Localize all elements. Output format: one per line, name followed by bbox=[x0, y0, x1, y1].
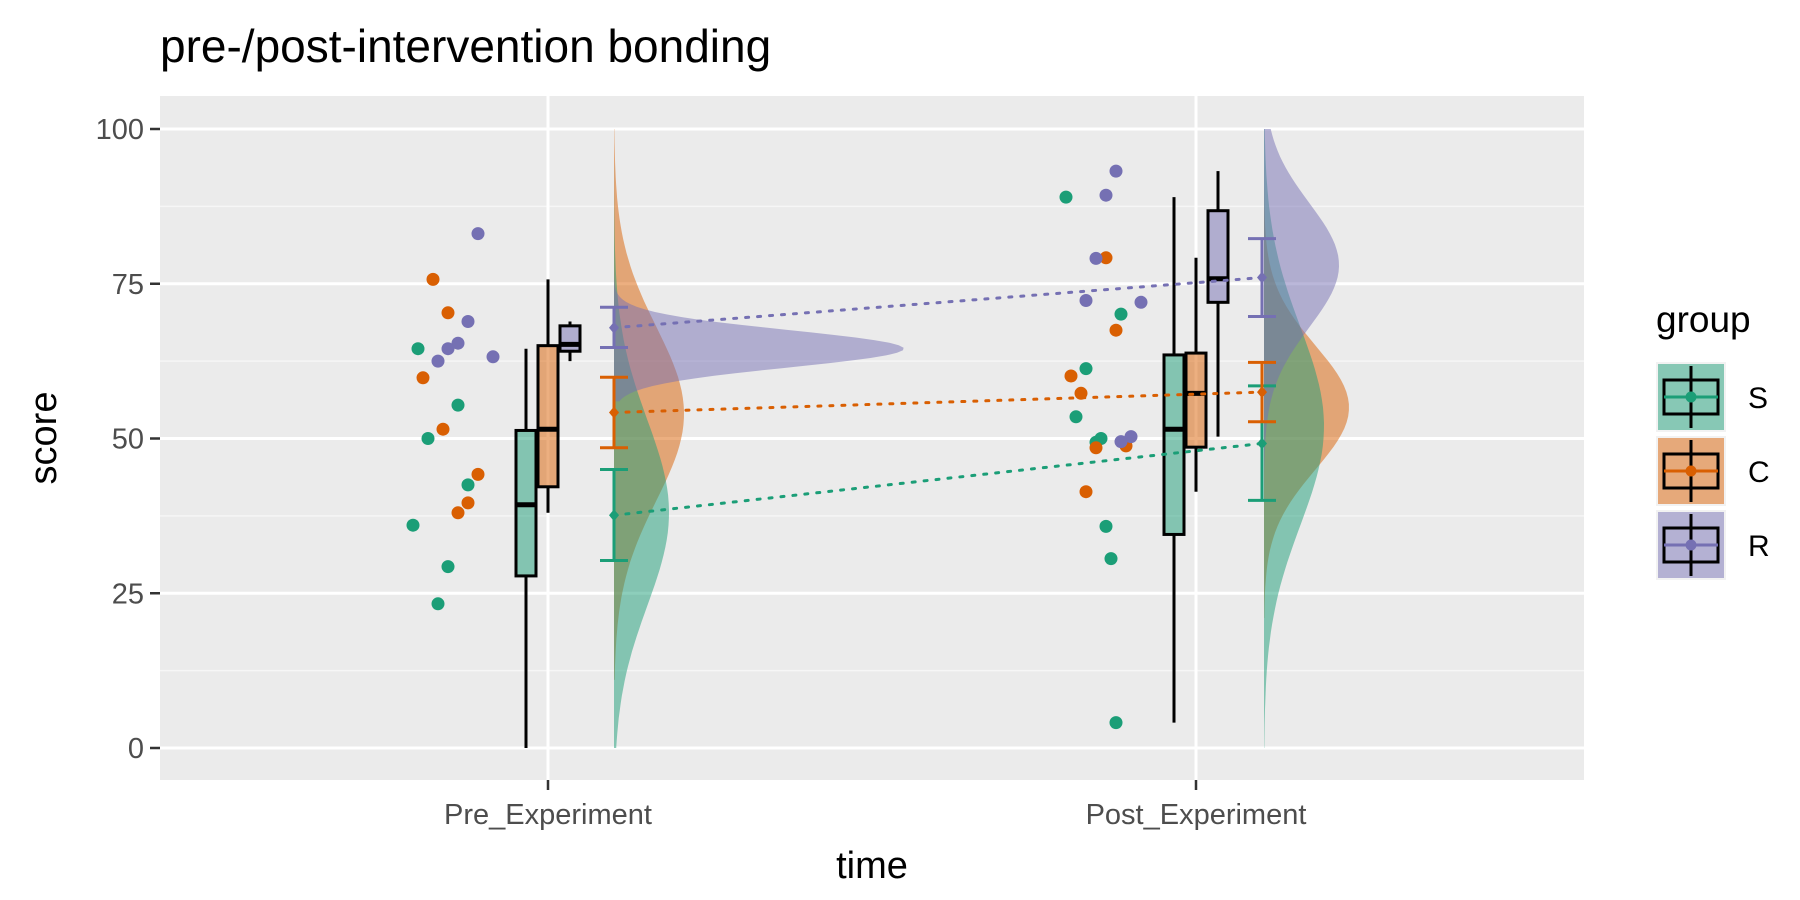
point-R bbox=[431, 354, 445, 368]
point-R bbox=[1089, 251, 1103, 265]
legend: group S C R bbox=[1656, 299, 1770, 580]
mean-C bbox=[609, 406, 619, 419]
mean-S bbox=[609, 509, 619, 522]
box-R bbox=[558, 324, 582, 353]
box-S bbox=[1162, 353, 1186, 536]
x-tick-label: Post_Experiment bbox=[1086, 799, 1307, 831]
point-C bbox=[1109, 323, 1123, 337]
box-R bbox=[1206, 209, 1230, 304]
box-C bbox=[1184, 351, 1208, 449]
point-R bbox=[471, 227, 485, 241]
density-layer bbox=[614, 129, 1349, 749]
grid-minor bbox=[160, 205, 1584, 672]
point-S bbox=[1114, 307, 1128, 321]
point-R bbox=[1109, 164, 1123, 178]
y-tick-label: 50 bbox=[112, 424, 144, 456]
point-C bbox=[426, 272, 440, 286]
legend-key-point bbox=[1685, 465, 1697, 477]
point-S bbox=[1079, 362, 1093, 376]
x-tick-label: Pre_Experiment bbox=[444, 799, 652, 831]
points-layer bbox=[406, 164, 1148, 730]
point-C bbox=[441, 306, 455, 320]
legend-label-C: C bbox=[1748, 456, 1770, 489]
y-axis: 0 25 50 75 100 bbox=[96, 114, 160, 765]
y-axis-title: score bbox=[23, 392, 65, 485]
legend-label-R: R bbox=[1748, 530, 1770, 563]
point-R bbox=[451, 336, 465, 350]
point-S bbox=[421, 432, 435, 445]
point-S bbox=[451, 398, 465, 412]
point-S bbox=[1059, 190, 1073, 204]
point-S bbox=[1099, 519, 1113, 533]
mean-R bbox=[609, 321, 619, 334]
point-R bbox=[441, 342, 455, 356]
legend-key-point bbox=[1685, 391, 1697, 403]
means-layer bbox=[600, 237, 1276, 562]
point-R bbox=[1134, 295, 1148, 309]
point-R bbox=[1099, 188, 1113, 202]
point-R bbox=[1114, 435, 1128, 449]
mean-line-S bbox=[612, 441, 1264, 517]
point-C bbox=[471, 467, 485, 481]
point-S bbox=[431, 597, 445, 611]
point-S bbox=[1109, 716, 1123, 730]
mean-R bbox=[1257, 271, 1267, 284]
point-R bbox=[486, 350, 500, 364]
mean-line-R bbox=[612, 276, 1264, 330]
x-axis-title: time bbox=[836, 845, 908, 887]
chart-title: pre-/post-intervention bonding bbox=[160, 20, 771, 72]
x-axis: Pre_Experiment Post_Experiment bbox=[444, 780, 1306, 831]
point-C bbox=[451, 506, 465, 520]
density-R-0 bbox=[614, 197, 904, 402]
y-tick-label: 25 bbox=[112, 578, 144, 610]
point-C bbox=[1089, 441, 1103, 455]
point-S bbox=[406, 518, 420, 532]
legend-label-S: S bbox=[1748, 382, 1768, 415]
y-tick-label: 0 bbox=[128, 733, 144, 765]
point-C bbox=[416, 371, 430, 385]
density-S-0 bbox=[614, 153, 669, 749]
mean-C bbox=[1257, 386, 1267, 399]
point-S bbox=[441, 560, 455, 574]
mean-S bbox=[1257, 437, 1267, 450]
point-R bbox=[1079, 294, 1093, 307]
box-C bbox=[536, 344, 560, 489]
boxplot-layer bbox=[514, 171, 1230, 748]
point-S bbox=[461, 478, 475, 492]
point-R bbox=[461, 315, 475, 328]
point-S bbox=[411, 342, 425, 356]
point-C bbox=[436, 422, 450, 436]
point-C bbox=[461, 496, 475, 510]
mean-line-C bbox=[612, 390, 1264, 415]
density-R-1 bbox=[1264, 129, 1339, 569]
point-S bbox=[1069, 410, 1083, 424]
point-C bbox=[1079, 485, 1093, 499]
point-C bbox=[1064, 369, 1078, 383]
point-C bbox=[1099, 251, 1113, 265]
y-tick-label: 100 bbox=[96, 114, 144, 146]
y-tick-label: 75 bbox=[112, 269, 144, 301]
legend-title: group bbox=[1656, 299, 1751, 340]
point-R bbox=[1124, 430, 1138, 444]
legend-key-point bbox=[1685, 539, 1697, 551]
point-S bbox=[1104, 552, 1118, 566]
